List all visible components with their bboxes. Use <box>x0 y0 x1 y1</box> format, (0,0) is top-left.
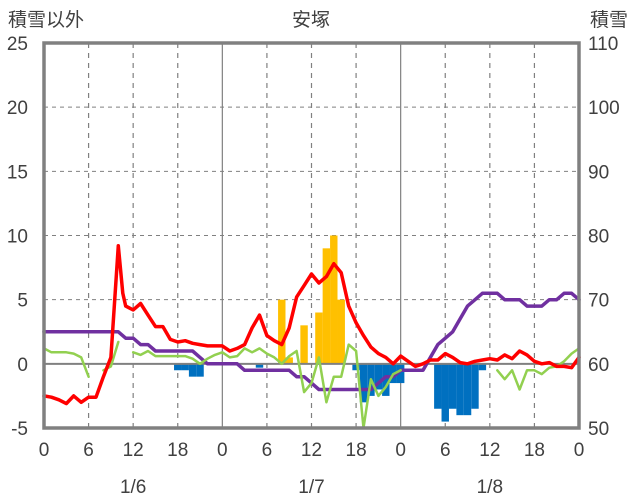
date-label: 1/7 <box>298 477 324 498</box>
negative-bar <box>478 363 487 371</box>
x-tick-label: 0 <box>39 440 50 461</box>
green-series-line <box>131 343 402 430</box>
x-tick-label: 12 <box>123 440 144 461</box>
negative-bar <box>188 363 197 377</box>
left-tick-label: 25 <box>7 34 28 55</box>
right-tick-label: 60 <box>588 355 609 376</box>
x-tick-label: 6 <box>440 440 451 461</box>
left-tick-label: 20 <box>7 98 28 119</box>
chart-title: 安塚 <box>292 9 330 31</box>
x-tick-label: 18 <box>346 440 367 461</box>
negative-bar <box>352 363 360 371</box>
x-tick-label: 0 <box>217 440 228 461</box>
date-label: 1/8 <box>477 477 503 498</box>
positive-bar <box>337 299 345 364</box>
left-ticks: -5 0 5 10 15 20 25 <box>7 34 28 440</box>
lines <box>42 244 581 430</box>
x-tick-label: 12 <box>301 440 322 461</box>
negative-bar <box>456 363 464 416</box>
right-ticks: 50 60 70 80 90 100 110 <box>588 34 620 440</box>
positive-bar <box>285 357 293 364</box>
right-axis-label: 積雪 <box>590 9 628 31</box>
negative-bar <box>181 363 189 371</box>
right-tick-label: 100 <box>588 98 620 119</box>
x-tick-label: 6 <box>83 440 94 461</box>
right-tick-label: 50 <box>588 419 609 440</box>
negative-bar <box>448 363 457 409</box>
negative-bar <box>374 363 383 390</box>
positive-bar <box>322 248 331 364</box>
positive-bar <box>315 312 323 364</box>
green-series-line <box>42 347 90 378</box>
positive-bar <box>330 235 338 364</box>
right-tick-label: 70 <box>588 291 609 312</box>
left-tick-label: 10 <box>7 227 28 248</box>
right-tick-label: 110 <box>588 34 618 55</box>
green-series-line <box>496 347 581 391</box>
negative-bar <box>441 363 449 422</box>
left-tick-label: 5 <box>17 291 28 312</box>
right-tick-label: 90 <box>588 162 609 183</box>
negative-bar <box>255 363 264 368</box>
negative-bar <box>471 363 479 409</box>
positive-bar <box>278 299 286 364</box>
x-tick-label: 18 <box>524 440 545 461</box>
left-tick-label: 0 <box>17 355 28 376</box>
plot-frame <box>42 41 581 430</box>
x-tick-label: 12 <box>479 440 500 461</box>
positive-bar <box>300 325 308 364</box>
negative-bar <box>382 363 390 396</box>
negative-bar <box>463 363 472 416</box>
right-tick-label: 80 <box>588 227 609 248</box>
left-axis-label: 積雪以外 <box>8 9 84 31</box>
negative-bar <box>174 363 182 371</box>
negative-bar <box>359 363 368 403</box>
date-label: 1/6 <box>120 477 146 498</box>
negative-bar <box>196 363 204 377</box>
left-tick-label: -5 <box>11 419 28 440</box>
x-tick-label: 18 <box>167 440 188 461</box>
negative-bar <box>396 363 405 384</box>
date-labels: 1/6 1/7 1/8 <box>120 477 503 498</box>
left-tick-label: 15 <box>7 162 28 183</box>
x-tick-label: 6 <box>262 440 273 461</box>
x-tick-label: 0 <box>574 440 585 461</box>
x-ticks: 0 6 12 18 0 6 12 18 0 6 12 18 0 <box>39 440 585 461</box>
x-tick-label: 0 <box>395 440 406 461</box>
temperature-line <box>42 244 581 406</box>
negative-bar <box>434 363 442 409</box>
